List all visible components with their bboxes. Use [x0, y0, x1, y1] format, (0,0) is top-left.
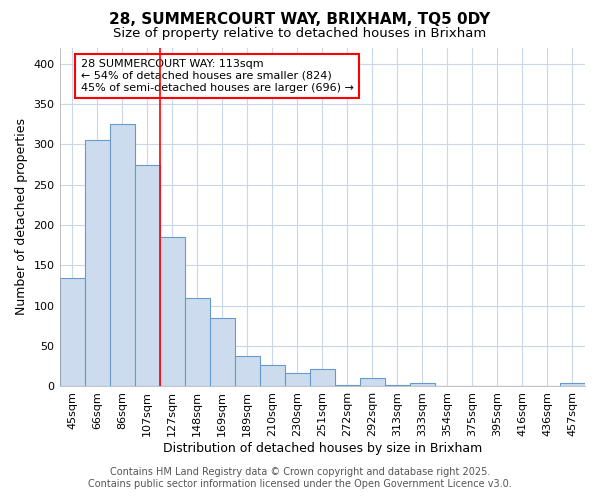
Text: Contains HM Land Registry data © Crown copyright and database right 2025.
Contai: Contains HM Land Registry data © Crown c…: [88, 468, 512, 489]
Bar: [185, 298, 209, 386]
Bar: [360, 378, 385, 386]
Y-axis label: Number of detached properties: Number of detached properties: [15, 118, 28, 316]
Bar: [560, 383, 585, 386]
Bar: [335, 385, 360, 386]
X-axis label: Distribution of detached houses by size in Brixham: Distribution of detached houses by size …: [163, 442, 482, 455]
Bar: [134, 164, 160, 386]
Bar: [235, 356, 260, 386]
Bar: [310, 368, 335, 386]
Bar: [85, 140, 110, 386]
Text: 28 SUMMERCOURT WAY: 113sqm
← 54% of detached houses are smaller (824)
45% of sem: 28 SUMMERCOURT WAY: 113sqm ← 54% of deta…: [80, 60, 353, 92]
Bar: [110, 124, 134, 386]
Bar: [209, 318, 235, 386]
Text: 28, SUMMERCOURT WAY, BRIXHAM, TQ5 0DY: 28, SUMMERCOURT WAY, BRIXHAM, TQ5 0DY: [109, 12, 491, 28]
Bar: [59, 278, 85, 386]
Bar: [410, 383, 435, 386]
Bar: [260, 364, 285, 386]
Bar: [160, 237, 185, 386]
Bar: [285, 372, 310, 386]
Bar: [385, 385, 410, 386]
Text: Size of property relative to detached houses in Brixham: Size of property relative to detached ho…: [113, 28, 487, 40]
